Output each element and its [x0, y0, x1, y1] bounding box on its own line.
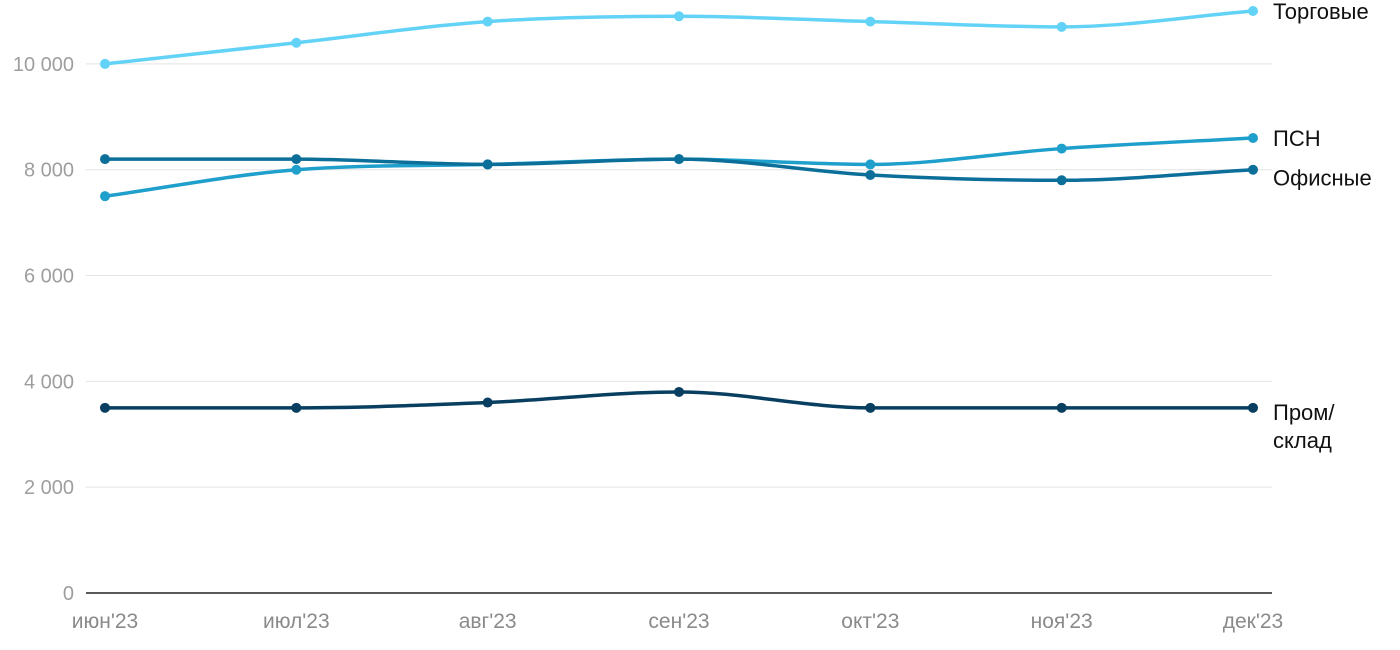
y-tick-label: 0: [63, 583, 74, 605]
series-4-point: [1056, 402, 1067, 413]
series-1-point: [865, 16, 876, 27]
series-4-point: [291, 402, 302, 413]
y-tick-label: 8 000: [24, 160, 74, 182]
gridlines: [86, 63, 1272, 594]
series-labels: Торговые ПСН Офисные Пром/склад: [1273, 0, 1372, 453]
y-tick-label: 6 000: [24, 266, 74, 288]
y-tick-label: 4 000: [24, 371, 74, 393]
y-tick-label: 10 000: [13, 54, 74, 76]
x-axis-ticks: июн'23 июл'23 авг'23 сен'23 окт'23 ноя'23 дек'…: [72, 610, 1283, 633]
series-2-point: [100, 191, 110, 202]
x-tick-label: авг'23: [459, 610, 517, 633]
series-2-point: [865, 159, 876, 170]
series-1: [100, 6, 1258, 69]
series-3: [100, 154, 1258, 186]
series-3-point: [1056, 175, 1067, 186]
series-label: Офисные: [1273, 166, 1372, 191]
x-tick-label: июл'23: [263, 610, 330, 633]
x-tick-label: июн'23: [72, 610, 138, 633]
series-label: склад: [1273, 428, 1332, 453]
x-tick-label: ноя'23: [1031, 610, 1093, 633]
series-4: [100, 386, 1258, 413]
series-3-point: [1248, 164, 1258, 175]
series-2: [100, 132, 1258, 202]
series-lines: [100, 6, 1258, 413]
series-4-point: [482, 397, 493, 408]
x-tick-label: дек'23: [1223, 610, 1284, 633]
series-2-point: [1056, 143, 1067, 154]
series-4-point: [1248, 402, 1258, 413]
series-3-point: [865, 170, 876, 181]
series-2-line: [103, 136, 1255, 198]
series-1-point: [291, 37, 302, 48]
series-2-point: [1248, 132, 1258, 143]
series-3-point: [482, 159, 493, 170]
series-4-point: [865, 402, 876, 413]
series-1-point: [1248, 6, 1258, 16]
y-tick-label: 2 000: [24, 477, 74, 499]
series-1-point: [1056, 21, 1067, 32]
series-label: Торговые: [1273, 0, 1369, 24]
series-3-point: [291, 154, 302, 165]
y-axis-ticks: 0 2 000 4 000 6 000 8 000 10 000: [13, 54, 74, 605]
series-label: Пром/: [1273, 400, 1335, 425]
series-3-point: [100, 154, 110, 165]
series-1-point: [100, 58, 110, 69]
series-1-point: [482, 16, 493, 27]
series-1-point: [674, 11, 684, 22]
x-tick-label: окт'23: [841, 610, 899, 633]
series-4-point: [674, 386, 684, 397]
series-4-point: [100, 402, 110, 413]
series-3-point: [674, 154, 684, 165]
series-2-point: [291, 164, 302, 175]
series-label: ПСН: [1273, 126, 1321, 151]
x-tick-label: сен'23: [648, 610, 709, 633]
